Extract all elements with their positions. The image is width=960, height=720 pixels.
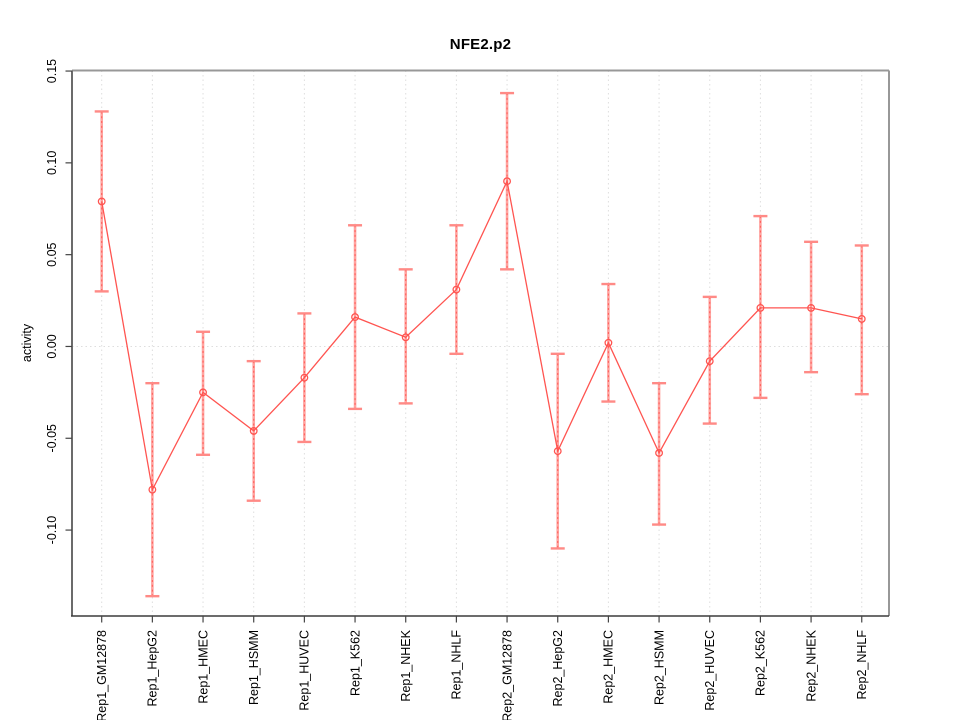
data-points <box>97 177 866 494</box>
x-tick-label: Rep1_GM12878 <box>95 630 109 720</box>
chart-title: NFE2.p2 <box>449 36 512 53</box>
y-tick-label: 0.15 <box>45 59 59 83</box>
data-point <box>401 333 410 342</box>
y-tick-label: 0.00 <box>45 334 59 358</box>
data-point <box>604 338 613 347</box>
data-point <box>503 177 512 186</box>
x-tick-label: Rep2_NHEK <box>804 629 818 701</box>
x-tick-label: Rep2_HUVEC <box>703 630 717 711</box>
x-tick-label: Rep1_HepG2 <box>146 630 160 706</box>
x-tick-label: Rep1_HSMM <box>247 630 261 705</box>
x-tick-label: Rep2_K562 <box>754 630 768 696</box>
y-tick-label: -0.10 <box>45 516 59 545</box>
axes: 0.15 0.10 0.05 0.00 -0.05 -0.10 Rep1_GM12878 Re… <box>45 59 869 720</box>
data-point <box>857 314 866 323</box>
y-axis-title: activity <box>20 323 34 363</box>
gridlines <box>72 70 889 616</box>
x-tick-label: Rep2_HMEC <box>602 630 616 704</box>
x-tick-label: Rep1_HUVEC <box>298 630 312 711</box>
x-tick-label: Rep1_HMEC <box>196 630 210 704</box>
x-tick-label: Rep1_K562 <box>348 630 362 696</box>
x-tick-label: Rep1_NHLF <box>450 630 464 700</box>
plot-box <box>71 69 890 617</box>
data-point <box>97 197 106 206</box>
x-tick-label: Rep2_HepG2 <box>551 630 565 706</box>
data-point <box>249 426 258 435</box>
y-tick-label: 0.05 <box>45 242 59 266</box>
data-point <box>655 449 664 457</box>
series-line <box>101 179 862 492</box>
error-bars <box>94 91 869 598</box>
x-tick-label: Rep2_NHLF <box>855 630 869 700</box>
data-point <box>300 373 309 382</box>
data-point <box>553 447 562 456</box>
x-tick-label: Rep2_GM12878 <box>500 630 514 720</box>
data-point <box>148 485 157 494</box>
y-tick-label: 0.10 <box>45 151 59 175</box>
x-tick-label: Rep2_HSMM <box>652 630 666 705</box>
data-point <box>756 303 765 312</box>
data-point <box>452 285 461 294</box>
data-point <box>351 313 359 322</box>
data-point <box>705 357 714 366</box>
x-tick-label: Rep1_NHEK <box>399 629 413 701</box>
y-tick-label: -0.05 <box>45 424 59 453</box>
data-point <box>199 388 207 397</box>
data-point <box>807 303 816 312</box>
